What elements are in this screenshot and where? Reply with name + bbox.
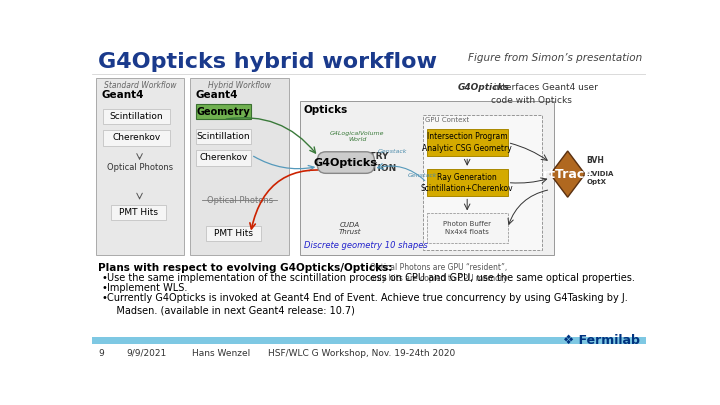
Text: Plans with respect to evolving G4Opticks/Opticks:: Plans with respect to evolving G4Opticks… [98, 263, 392, 273]
Text: PMT Hits: PMT Hits [214, 229, 253, 238]
Text: GPU Context: GPU Context [426, 117, 469, 123]
Bar [190, 78, 289, 255]
Text: Figure from Simon’s presentation: Figure from Simon’s presentation [468, 53, 642, 63]
Text: Implement WLS.: Implement WLS. [107, 283, 188, 293]
Text: Photon Buffer
Nx4x4 floats: Photon Buffer Nx4x4 floats [444, 221, 491, 235]
Text: 9: 9 [98, 349, 104, 358]
Text: Hans Wenzel: Hans Wenzel [192, 349, 250, 358]
Bar [104, 109, 171, 124]
Bar [423, 115, 542, 249]
Text: Optical Photons: Optical Photons [207, 196, 273, 205]
Text: NVIDIA
OptX: NVIDIA OptX [587, 171, 614, 185]
Text: Geant4: Geant4 [101, 90, 143, 100]
Bar [196, 129, 251, 144]
Text: Opticks: Opticks [304, 105, 348, 115]
Bar [92, 337, 647, 344]
Bar [427, 129, 508, 156]
Text: •: • [102, 273, 108, 283]
Text: G4LogicalVolume
World: G4LogicalVolume World [330, 131, 384, 142]
Bar [206, 226, 261, 241]
Bar [111, 205, 166, 220]
Bar [196, 104, 251, 119]
Text: Genstack: Genstack [408, 173, 438, 178]
Text: ❖ Fermilab: ❖ Fermilab [563, 333, 640, 347]
Text: Scintillation: Scintillation [109, 112, 163, 121]
Text: Optical Photons are GPU “resident”,
only hits are copied to CPU memory: Optical Photons are GPU “resident”, only… [369, 263, 507, 284]
Text: Optical Photons: Optical Photons [107, 162, 173, 172]
Text: BVH: BVH [587, 156, 604, 165]
Text: PMT Hits: PMT Hits [120, 208, 158, 217]
Bar [427, 169, 508, 196]
Bar [427, 213, 508, 243]
Text: GEOMETRY
TRANSLATION: GEOMETRY TRANSLATION [325, 152, 397, 173]
Text: Ray Generation
Scintillation+Cherenkov: Ray Generation Scintillation+Cherenkov [421, 173, 513, 193]
Text: G4Opticks: G4Opticks [457, 83, 510, 92]
Text: Cherenkov: Cherenkov [199, 153, 248, 162]
FancyBboxPatch shape [318, 152, 374, 173]
Polygon shape [550, 151, 585, 197]
Text: •: • [102, 283, 108, 293]
Text: Scintillation: Scintillation [197, 132, 251, 141]
Text: •: • [102, 293, 108, 303]
Text: HSF/WLC G Workshop, Nov. 19-24th 2020: HSF/WLC G Workshop, Nov. 19-24th 2020 [268, 349, 455, 358]
Text: Cherenkov: Cherenkov [112, 133, 161, 143]
Bar [104, 130, 171, 146]
Text: Standard Workflow: Standard Workflow [104, 81, 176, 90]
Text: Hybrid Workflow: Hybrid Workflow [208, 81, 271, 90]
Text: Intersection Program
Analytic CSG Geometry: Intersection Program Analytic CSG Geomet… [423, 132, 512, 153]
Text: G4Opticks: G4Opticks [314, 158, 378, 168]
Text: CUDA
Thrust: CUDA Thrust [338, 222, 361, 235]
Bar [196, 150, 251, 166]
Bar [96, 78, 184, 255]
Text: rtTrace: rtTrace [543, 168, 593, 181]
Text: Currently G4Opticks is invoked at Geant4 End of Event. Achieve true concurrency : Currently G4Opticks is invoked at Geant4… [107, 293, 628, 315]
Bar [300, 101, 554, 255]
Text: Genstack: Genstack [377, 149, 407, 154]
Text: Geant4: Geant4 [196, 90, 238, 100]
Text: Discrete geometry 10 shapes: Discrete geometry 10 shapes [304, 241, 427, 250]
Text: Geometry: Geometry [197, 107, 251, 117]
Text: interfaces Geant4 user
code with Opticks: interfaces Geant4 user code with Opticks [492, 83, 598, 105]
Text: 9/9/2021: 9/9/2021 [127, 349, 167, 358]
Text: Use the same implementation of the scintillation process on CPU and GPU, use the: Use the same implementation of the scint… [107, 273, 635, 283]
Text: G4Opticks hybrid workflow: G4Opticks hybrid workflow [98, 53, 437, 72]
